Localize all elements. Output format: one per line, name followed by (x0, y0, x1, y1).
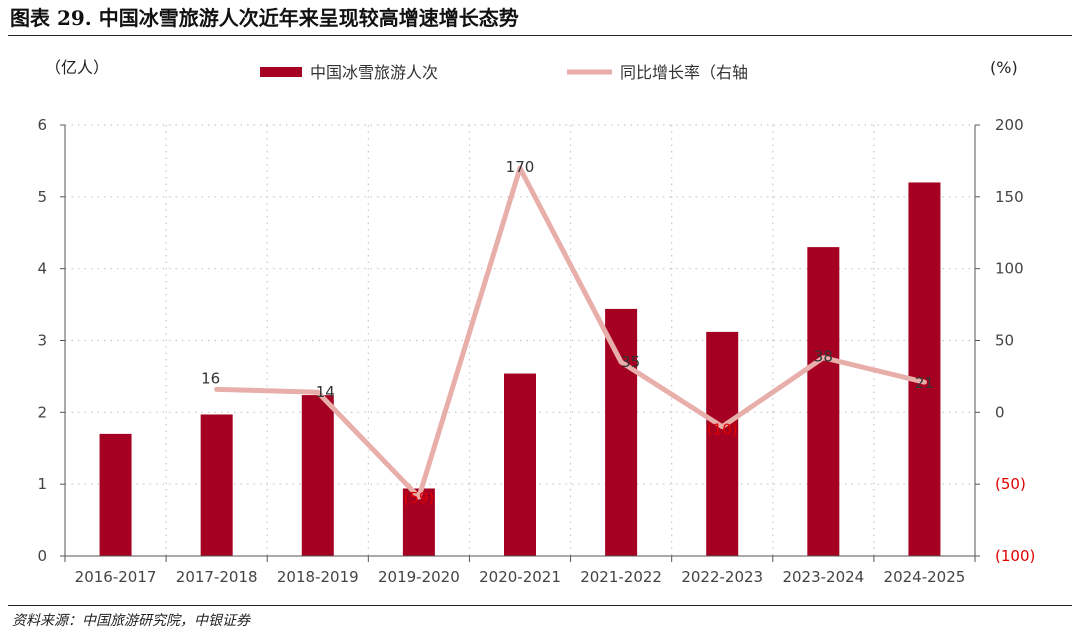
left-tick-label: 0 (37, 547, 47, 565)
x-tick-label: 2016-2017 (75, 568, 157, 586)
right-tick-label: 150 (995, 188, 1024, 206)
bar (301, 395, 334, 556)
legend-bar-swatch (260, 67, 302, 77)
left-tick-label: 5 (37, 188, 47, 206)
right-tick-label: 0 (995, 403, 1005, 421)
x-tick-label: 2017-2018 (176, 568, 258, 586)
axes: 0 1 2 3 4 5 6 (100) (50) 0 50 100 150 200 2016-2017 201… (37, 58, 1035, 586)
line-data-label: 14 (316, 383, 335, 401)
x-tick-label: 2021-2022 (580, 568, 662, 586)
legend: 中国冰雪旅游人次 同比增长率（右轴 (260, 63, 748, 82)
data-labels: 16 14 (59) 170 35 (10) 38 21 (201, 158, 934, 507)
chart-title: 图表 29. 中国冰雪旅游人次近年来呈现较高增速增长态势 (10, 6, 519, 30)
bar (706, 331, 739, 556)
left-tick-label: 6 (37, 116, 47, 134)
line-series (214, 165, 927, 500)
legend-bar-label: 中国冰雪旅游人次 (310, 63, 438, 82)
x-tick-label: 2019-2020 (378, 568, 460, 586)
x-tick-label: 2022-2023 (681, 568, 763, 586)
title-rule (8, 35, 1072, 36)
legend-line-label: 同比增长率（右轴 (620, 63, 748, 82)
right-axis-unit: (%) (990, 58, 1018, 77)
bar (605, 308, 638, 556)
line-data-label: 38 (814, 348, 833, 366)
left-tick-label: 4 (37, 260, 47, 278)
right-tick-label: 100 (995, 260, 1024, 278)
right-tick-label: 200 (995, 116, 1024, 134)
x-tick-label: 2024-2025 (884, 568, 966, 586)
bar (402, 488, 435, 556)
right-tick-label: 50 (995, 332, 1014, 350)
left-tick-label: 3 (37, 332, 47, 350)
x-tick-label: 2018-2019 (277, 568, 359, 586)
line-data-label: 170 (506, 158, 535, 176)
x-tick-label: 2020-2021 (479, 568, 561, 586)
left-axis-unit: （亿人） (45, 58, 109, 77)
bar (200, 414, 233, 556)
footer-rule (8, 605, 1072, 606)
source-note: 资料来源：中国旅游研究院，中银证券 (12, 613, 250, 629)
bar (504, 373, 536, 556)
line-data-label: 16 (201, 369, 220, 387)
bar-series (99, 182, 941, 556)
right-tick-label: (100) (995, 547, 1035, 565)
line-data-label: (59) (403, 489, 434, 507)
left-tick-label: 2 (37, 403, 47, 421)
bar (807, 247, 840, 556)
line-data-label: 35 (621, 353, 640, 371)
bar-line-chart: 0 1 2 3 4 5 6 (100) (50) 0 50 100 150 200 2016-2017 201… (37, 58, 1035, 586)
bar (908, 182, 941, 556)
bar (99, 433, 132, 556)
line-data-label: 21 (915, 374, 934, 392)
x-tick-label: 2023-2024 (782, 568, 864, 586)
right-tick-label: (50) (995, 475, 1026, 493)
growth-line (214, 165, 927, 500)
line-data-label: (10) (707, 421, 738, 439)
left-tick-label: 1 (37, 475, 47, 493)
